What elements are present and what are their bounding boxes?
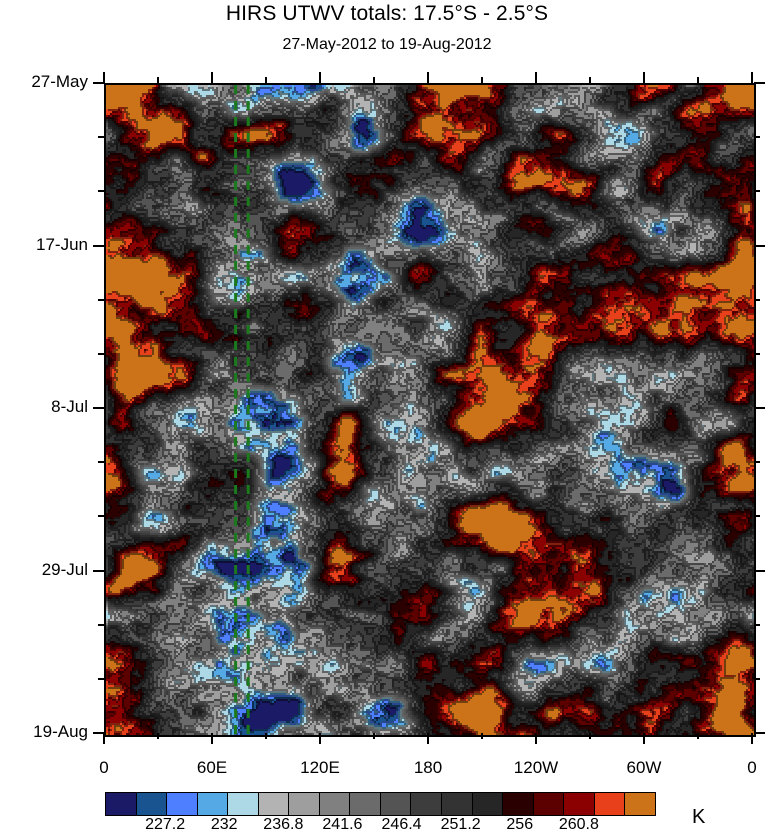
x-tick-minor (157, 733, 159, 739)
colorbar-swatch (411, 793, 443, 815)
colorbar-tick-label: 227.2 (145, 816, 186, 833)
y-tick-minor (98, 352, 104, 355)
colorbar-tick-label: 232 (210, 816, 238, 833)
x-tick-minor (697, 733, 699, 739)
x-tick-major (643, 733, 645, 744)
x-tick-major-top (751, 72, 753, 83)
x-tick-major (319, 733, 321, 744)
y-tick-minor (98, 677, 104, 680)
y-axis-label: 19-Aug (33, 722, 88, 741)
x-tick-major (427, 733, 429, 744)
colorbar-swatch (136, 793, 168, 815)
colorbar-swatch (350, 793, 381, 815)
x-axis-label: 60E (196, 758, 228, 777)
colorbar-swatch (380, 793, 412, 815)
x-tick-major (535, 733, 537, 744)
x-tick-major (103, 733, 105, 744)
y-tick-minor-right (754, 190, 760, 193)
colorbar-tick-label: 256 (506, 816, 534, 833)
x-tick-major (751, 733, 753, 744)
y-tick-major (93, 569, 104, 572)
y-axis-label: 17-Jun (36, 234, 88, 254)
colorbar-swatch (564, 793, 595, 815)
x-tick-minor (373, 733, 375, 739)
y-tick-major-right (754, 82, 765, 84)
colorbar-swatch (106, 793, 137, 815)
colorbar-tick-label: 251.2 (440, 816, 481, 833)
y-tick-major (93, 244, 104, 247)
colorbar-swatch (228, 793, 259, 815)
colorbar-swatch (472, 793, 504, 815)
x-axis-label: 120W (513, 758, 559, 777)
colorbar (105, 792, 656, 816)
y-tick-minor-right (754, 136, 760, 139)
x-tick-minor-top (481, 77, 483, 83)
y-axis-label: 29-Jul (41, 559, 88, 579)
colorbar-swatch (258, 793, 290, 815)
page-subtitle: 27-May-2012 to 19-Aug-2012 (282, 36, 492, 53)
hovmoller-plot (104, 83, 756, 737)
x-tick-major-top (103, 72, 105, 83)
colorbar-units-label: K (692, 806, 706, 828)
colorbar-tick-label: 260.8 (558, 816, 599, 833)
y-tick-minor (98, 136, 104, 139)
y-tick-major-right (754, 244, 765, 247)
y-tick-major-right (754, 732, 765, 734)
x-axis-label: 60W (626, 758, 662, 777)
x-tick-major-top (535, 72, 537, 83)
y-tick-minor-right (754, 461, 760, 464)
x-tick-major-top (643, 72, 645, 83)
y-tick-minor-right (754, 515, 760, 518)
colorbar-tick-label: 236.8 (263, 816, 304, 833)
x-tick-major-top (319, 72, 321, 83)
colorbar-swatch (197, 793, 229, 815)
x-tick-minor (589, 733, 591, 739)
y-tick-minor-right (754, 623, 760, 626)
x-tick-minor (265, 733, 267, 739)
y-tick-minor (98, 298, 104, 301)
x-tick-minor-top (265, 77, 267, 83)
x-axis-label: 0 (747, 758, 757, 777)
y-tick-minor-right (754, 677, 760, 680)
x-tick-minor-top (589, 77, 591, 83)
colorbar-swatch (167, 793, 198, 815)
y-tick-minor (98, 623, 104, 626)
colorbar-swatch (289, 793, 320, 815)
x-tick-minor-top (697, 77, 699, 83)
y-tick-major (93, 732, 104, 734)
colorbar-tick-label: 241.6 (322, 816, 363, 833)
y-tick-minor-right (754, 298, 760, 301)
y-tick-minor (98, 515, 104, 518)
colorbar-swatch (594, 793, 626, 815)
colorbar-swatch (503, 793, 534, 815)
x-tick-major (211, 733, 213, 744)
x-tick-minor-top (373, 77, 375, 83)
y-tick-minor (98, 190, 104, 193)
x-tick-major-top (427, 72, 429, 83)
colorbar-swatch (625, 793, 655, 815)
y-tick-major (93, 82, 104, 84)
y-tick-major-right (754, 407, 765, 409)
x-tick-minor-top (157, 77, 159, 83)
y-tick-major (93, 407, 104, 409)
colorbar-swatch (533, 793, 565, 815)
page-title: HIRS UTWV totals: 17.5°S - 2.5°S (225, 2, 549, 25)
x-axis-label: 0 (99, 758, 109, 777)
x-tick-major-top (211, 72, 213, 83)
y-tick-major-right (754, 569, 765, 572)
y-axis-label: 27-May (31, 72, 88, 91)
x-axis-label: 120E (300, 758, 340, 777)
y-tick-minor-right (754, 352, 760, 355)
x-axis-label: 180 (413, 758, 443, 777)
colorbar-swatch (319, 793, 351, 815)
contour-field (106, 85, 754, 735)
x-tick-minor (481, 733, 483, 739)
colorbar-swatch (442, 793, 473, 815)
y-tick-minor (98, 461, 104, 464)
colorbar-tick-label: 246.4 (381, 816, 422, 833)
y-axis-label: 8-Jul (51, 397, 88, 416)
